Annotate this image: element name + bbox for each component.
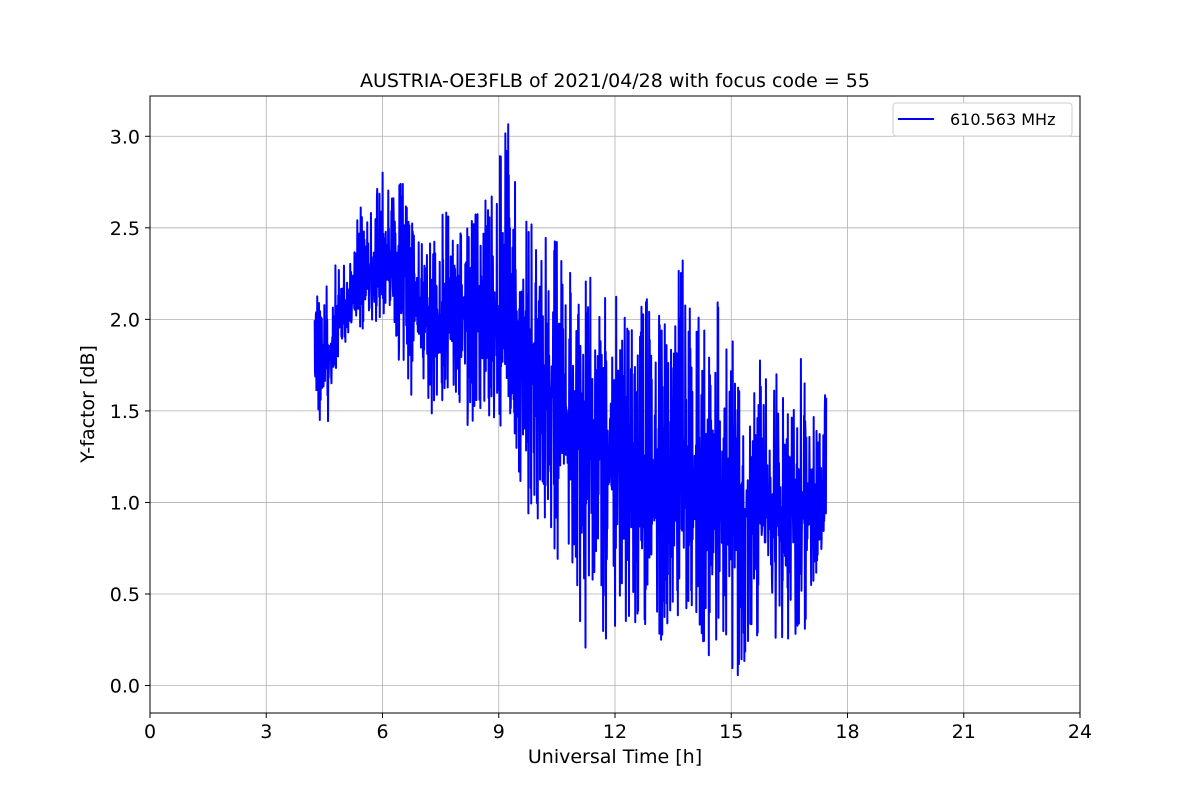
x-tick-label: 3: [260, 721, 272, 743]
y-axis-label: Y-factor [dB]: [77, 345, 99, 464]
y-tick-label: 1.5: [110, 401, 140, 423]
ticks: 0 3 6 9 12 15 18 21 24 0.0 0.5 1.0 1.5 2.0 2.5 3.0: [110, 126, 1092, 743]
x-tick-label: 15: [719, 721, 743, 743]
legend-box: [892, 102, 1073, 137]
legend: 610.563 MHz: [892, 102, 1073, 137]
legend-label: 610.563 MHz: [950, 110, 1055, 129]
series-line-610-563-mhz: [313, 123, 828, 677]
x-tick-label: 18: [835, 721, 859, 743]
x-tick-label: 12: [603, 721, 627, 743]
y-tick-label: 2.0: [110, 309, 140, 331]
y-tick-label: 0.5: [110, 584, 140, 606]
x-tick-label: 21: [952, 721, 976, 743]
data-layer: [313, 123, 828, 677]
x-tick-label: 0: [144, 721, 156, 743]
x-tick-label: 24: [1068, 721, 1092, 743]
y-tick-label: 3.0: [110, 126, 140, 148]
chart-title: AUSTRIA-OE3FLB of 2021/04/28 with focus …: [360, 70, 870, 92]
x-tick-label: 6: [376, 721, 388, 743]
y-tick-label: 0.0: [110, 676, 140, 698]
y-tick-label: 1.0: [110, 492, 140, 514]
x-tick-label: 9: [493, 721, 505, 743]
y-tick-label: 2.5: [110, 218, 140, 240]
x-axis-label: Universal Time [h]: [528, 746, 702, 768]
